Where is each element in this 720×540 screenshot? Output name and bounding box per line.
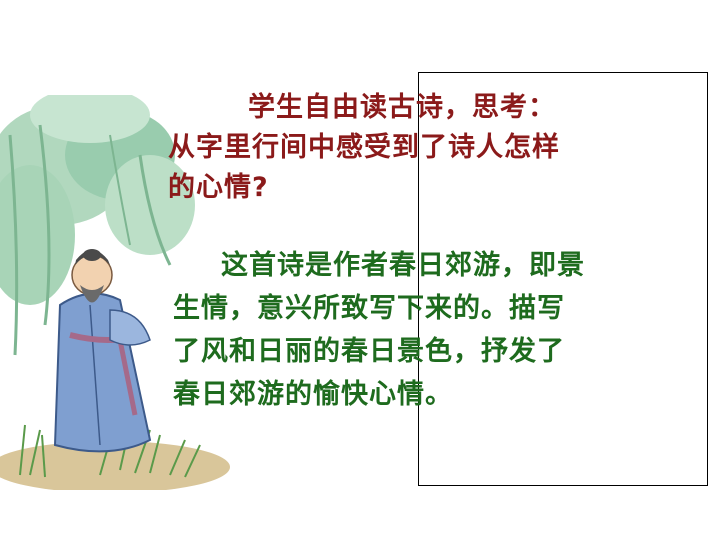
question-text: 学生自由读古诗，思考： 从字里行间中感受到了诗人怎样 的心情?: [168, 88, 698, 208]
text-panel-frame: [418, 72, 708, 486]
question-line-2: 从字里行间中感受到了诗人怎样: [168, 132, 560, 163]
poet-figure: [53, 249, 152, 453]
poet-under-willow-illustration: [0, 95, 230, 490]
ground: [0, 441, 230, 490]
question-line-1: 学生自由读古诗，思考：: [248, 92, 556, 123]
answer-text: 这首诗是作者春日郊游，即景 生情，意兴所致写下来的。描写 了风和日丽的春日景色，…: [173, 244, 698, 416]
question-line-3: 的心情?: [168, 172, 269, 203]
answer-line-1: 这首诗是作者春日郊游，即景: [221, 250, 585, 281]
answer-line-3: 了风和日丽的春日景色，抒发了: [173, 336, 565, 367]
answer-line-4: 春日郊游的愉快心情。: [173, 379, 453, 410]
answer-line-2: 生情，意兴所致写下来的。描写: [173, 293, 565, 324]
willow-foliage: [0, 95, 195, 356]
